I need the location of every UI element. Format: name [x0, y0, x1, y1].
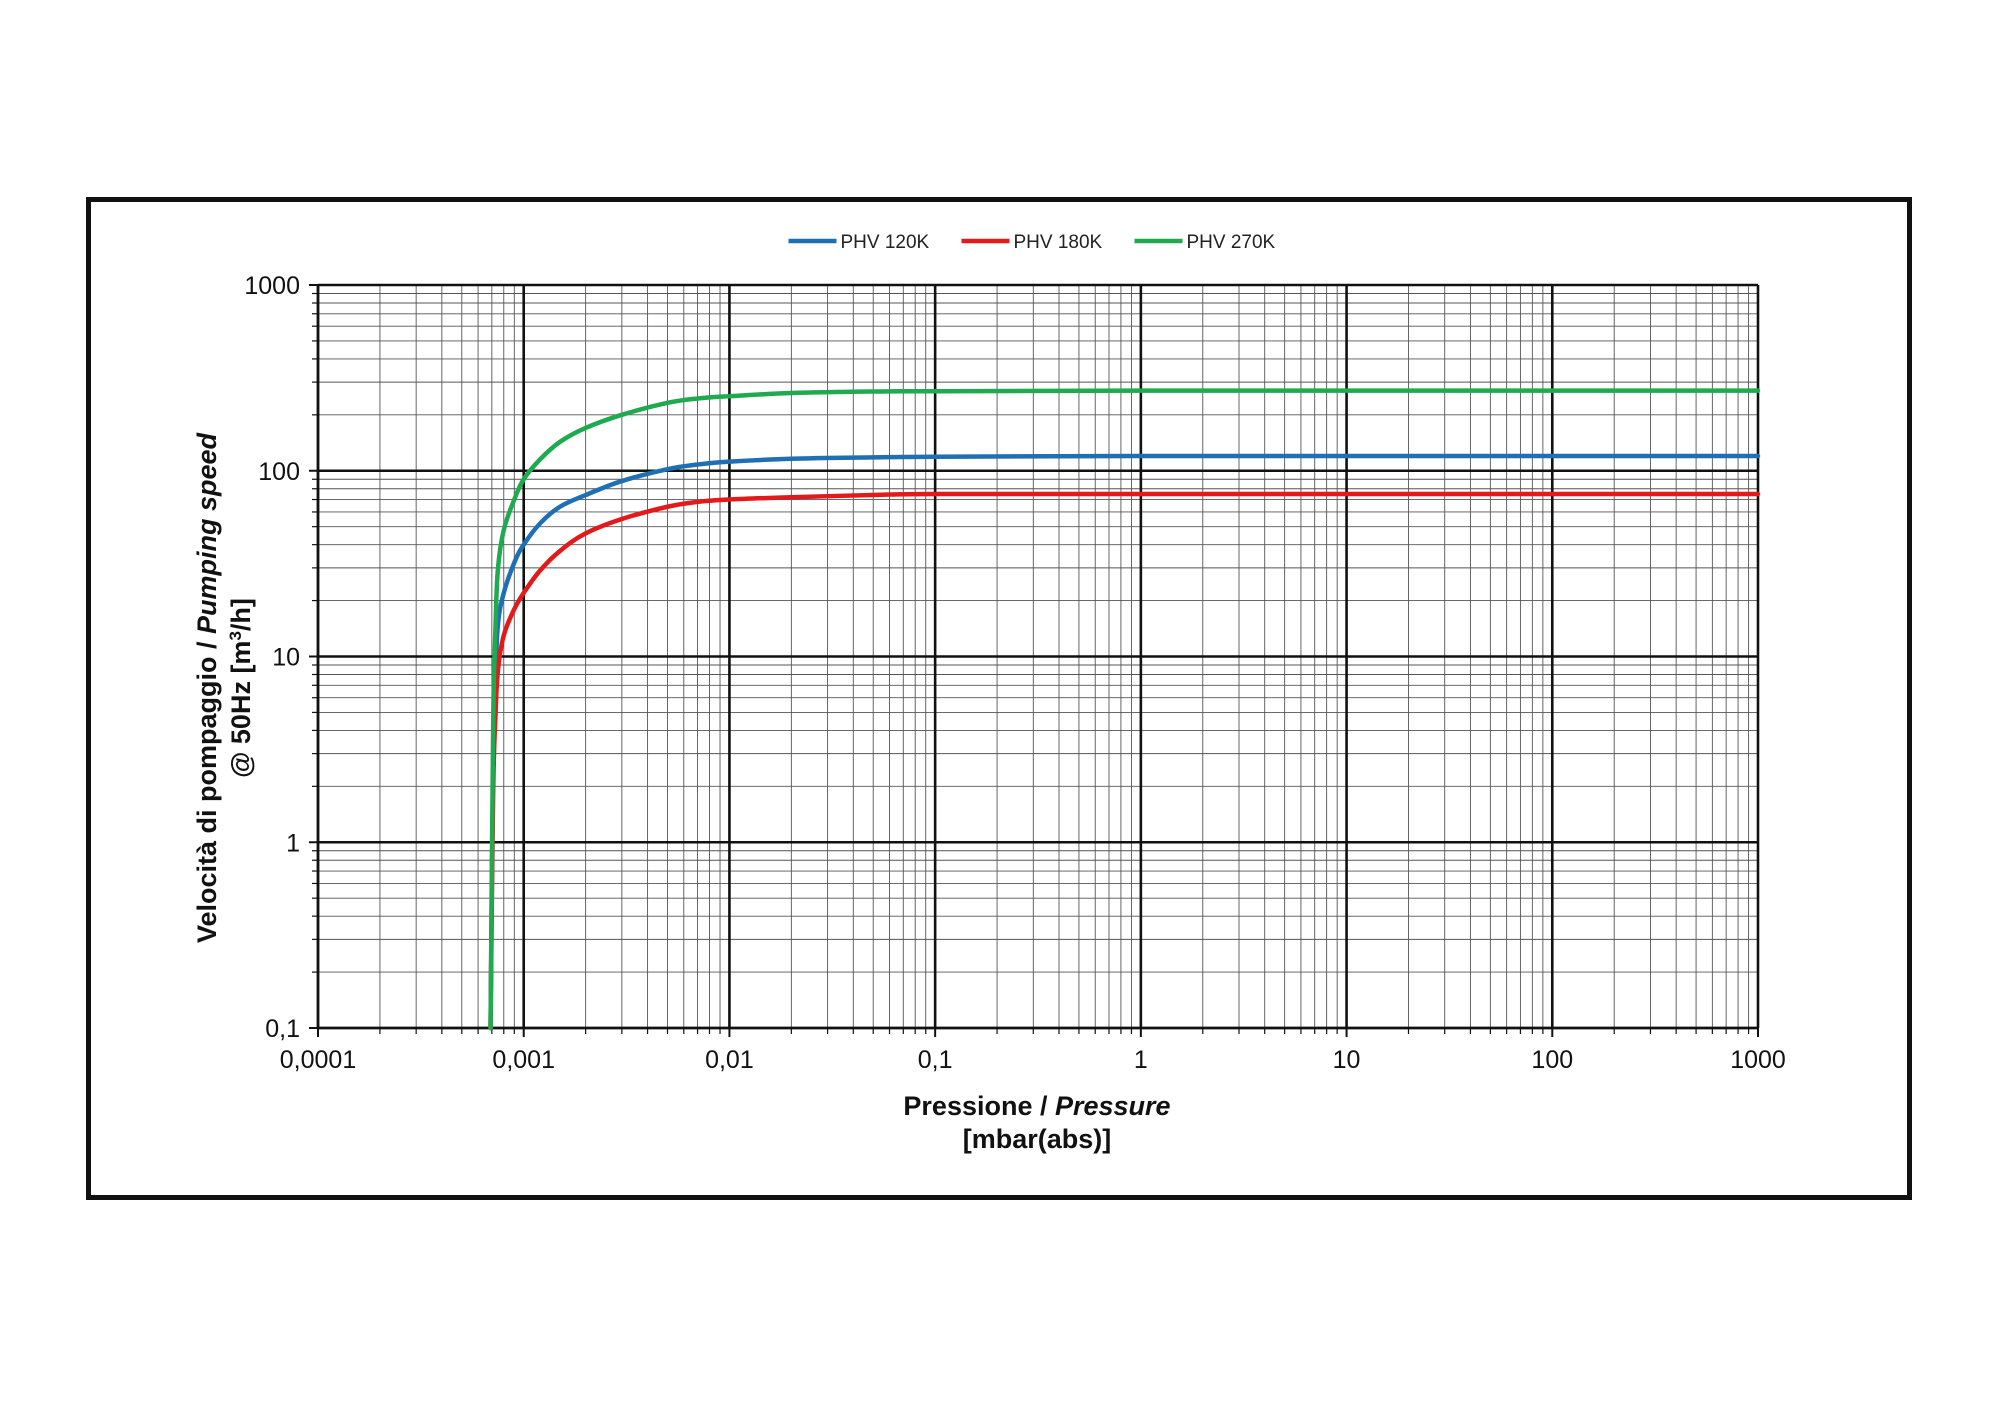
legend-label-phv-180k: PHV 180K [1014, 232, 1103, 253]
x-axis-title-italic: Pressure [1055, 1091, 1171, 1121]
major-grid [316, 283, 1760, 1030]
y-axis-title-italic: Pumping speed [192, 432, 222, 634]
legend-label-phv-120k: PHV 120K [841, 232, 930, 253]
y-axis-title: Velocità di pompaggio / Pumping speed [192, 432, 222, 943]
y-axis-unit: @ 50Hz [m3/h] [226, 598, 257, 778]
y-axis-title-regular: Velocità di pompaggio / [192, 634, 222, 943]
y-tick-labels: 0,1 1 10 100 1000 [244, 272, 300, 1043]
axis-ticks [309, 284, 1759, 1037]
x-tick-label: 100 [1531, 1046, 1573, 1074]
y-axis-unit-suffix: /h] [226, 598, 256, 631]
x-tick-label: 1 [1134, 1046, 1148, 1074]
x-tick-label: 10 [1333, 1046, 1361, 1074]
y-tick-label: 1 [286, 829, 300, 857]
y-tick-label: 10 [272, 644, 300, 672]
chart-svg: 0,0001 0,001 0,01 0,1 1 10 100 1000 0,1 1 10 100 10… [192, 232, 1786, 1154]
y-tick-label: 0,1 [265, 1015, 300, 1043]
x-tick-label: 0,1 [918, 1046, 953, 1074]
y-axis-unit-prefix: @ 50Hz [m [226, 641, 256, 778]
y-axis-unit-sup: 3 [226, 631, 245, 640]
x-axis-unit: [mbar(abs)] [963, 1124, 1112, 1154]
series-line-phv-180k [488, 491, 1761, 1031]
y-tick-label: 100 [258, 458, 300, 486]
legend: PHV 120K PHV 180K PHV 270K [788, 232, 1276, 253]
series-line-phv-120k [488, 453, 1761, 1031]
x-axis-title: Pressione / Pressure [903, 1091, 1170, 1121]
series-layer [488, 388, 1761, 1031]
x-tick-label: 0,0001 [280, 1046, 356, 1074]
y-axis-title-group: Velocità di pompaggio / Pumping speed @ … [192, 432, 256, 943]
series-line-phv-270k [488, 388, 1761, 1031]
x-tick-label: 0,001 [492, 1046, 555, 1074]
x-tick-label: 0,01 [705, 1046, 754, 1074]
x-axis-title-regular: Pressione / [903, 1091, 1055, 1121]
x-tick-labels: 0,0001 0,001 0,01 0,1 1 10 100 1000 [280, 1046, 1786, 1074]
legend-label-phv-270k: PHV 270K [1187, 232, 1276, 253]
chart-frame: 0,0001 0,001 0,01 0,1 1 10 100 1000 0,1 1 10 100 10… [86, 197, 1912, 1200]
x-tick-label: 1000 [1730, 1046, 1786, 1074]
y-tick-label: 1000 [244, 272, 300, 300]
